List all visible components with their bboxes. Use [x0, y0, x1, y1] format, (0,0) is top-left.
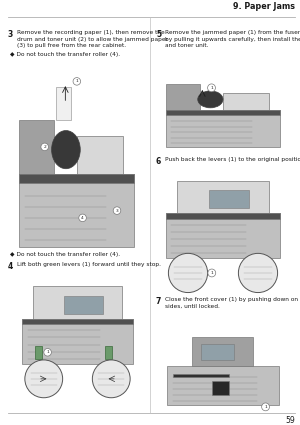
Text: 1: 1: [76, 79, 78, 83]
Bar: [20, 119, 54, 174]
Text: Close the front cover (1) by pushing down on both: Close the front cover (1) by pushing dow…: [165, 297, 300, 302]
Bar: [166, 110, 280, 147]
Circle shape: [73, 78, 81, 85]
Text: 3: 3: [8, 30, 13, 39]
Text: ◆ Do not touch the transfer roller (4).: ◆ Do not touch the transfer roller (4).: [10, 51, 120, 57]
Text: by pulling it upwards carefully, then install the drum: by pulling it upwards carefully, then in…: [165, 37, 300, 42]
Bar: [166, 213, 280, 218]
Text: (3) to pull free from the rear cabinet.: (3) to pull free from the rear cabinet.: [17, 43, 126, 48]
Bar: [22, 319, 133, 324]
Circle shape: [208, 84, 215, 92]
Text: 6: 6: [156, 157, 161, 166]
Bar: [35, 346, 42, 359]
Text: 1: 1: [264, 405, 267, 409]
Bar: [223, 94, 269, 110]
Text: 2: 2: [43, 145, 46, 149]
Text: Remove the recording paper (1), then remove the: Remove the recording paper (1), then rem…: [17, 30, 165, 35]
Bar: [167, 366, 279, 405]
Text: 4: 4: [81, 216, 84, 220]
Circle shape: [44, 348, 51, 356]
Bar: [177, 181, 269, 213]
Text: ◆ Do not touch the transfer roller (4).: ◆ Do not touch the transfer roller (4).: [10, 252, 120, 257]
Text: 5: 5: [156, 30, 161, 39]
Text: drum and toner unit (2) to allow the jammed paper: drum and toner unit (2) to allow the jam…: [17, 37, 168, 42]
Bar: [209, 190, 249, 208]
Text: 7: 7: [156, 297, 161, 306]
Polygon shape: [179, 255, 186, 261]
Bar: [201, 344, 235, 360]
Text: 4: 4: [8, 262, 13, 271]
Text: Lift both green levers (1) forward until they stop.: Lift both green levers (1) forward until…: [17, 262, 161, 267]
Circle shape: [113, 207, 121, 214]
Bar: [77, 136, 123, 174]
Circle shape: [168, 253, 208, 292]
Bar: [166, 84, 200, 110]
Ellipse shape: [198, 91, 223, 108]
Text: Remove the jammed paper (1) from the fuser unit: Remove the jammed paper (1) from the fus…: [165, 30, 300, 35]
Text: sides, until locked.: sides, until locked.: [165, 303, 220, 309]
Bar: [166, 213, 280, 258]
Text: 59: 59: [285, 416, 295, 425]
Ellipse shape: [52, 130, 80, 169]
Text: 1: 1: [46, 350, 49, 354]
Bar: [33, 286, 122, 319]
Bar: [20, 174, 134, 183]
Text: Push back the levers (1) to the original position.: Push back the levers (1) to the original…: [165, 157, 300, 162]
Bar: [20, 174, 134, 247]
Bar: [166, 110, 280, 115]
Text: 9. Paper Jams: 9. Paper Jams: [233, 2, 295, 11]
Circle shape: [208, 269, 216, 277]
Bar: [172, 374, 229, 377]
Bar: [212, 381, 229, 395]
Circle shape: [25, 360, 63, 398]
Bar: [22, 319, 133, 363]
Polygon shape: [56, 87, 71, 119]
Circle shape: [79, 214, 86, 222]
Circle shape: [238, 253, 278, 292]
Text: 1: 1: [210, 271, 213, 275]
Text: and toner unit.: and toner unit.: [165, 43, 208, 48]
Text: 3: 3: [116, 209, 118, 212]
Bar: [192, 337, 253, 365]
Bar: [64, 295, 103, 314]
Circle shape: [41, 143, 49, 151]
Text: 1: 1: [210, 86, 213, 90]
Polygon shape: [252, 255, 259, 261]
Circle shape: [92, 360, 130, 398]
Circle shape: [262, 403, 269, 411]
Bar: [105, 346, 112, 359]
